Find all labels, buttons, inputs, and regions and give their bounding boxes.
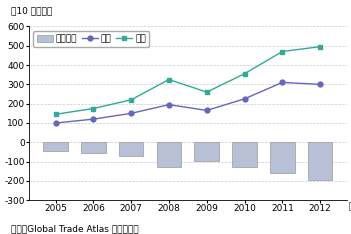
Text: （年）: （年） xyxy=(349,203,351,212)
Bar xyxy=(81,142,106,153)
Bar xyxy=(194,142,219,161)
Bar xyxy=(43,142,68,151)
Legend: 貿易収支, 輸出, 輸入: 貿易収支, 輸出, 輸入 xyxy=(33,31,150,47)
Bar xyxy=(119,142,144,156)
Text: 資料：Global Trade Atlas から作成。: 資料：Global Trade Atlas から作成。 xyxy=(11,224,138,233)
Bar xyxy=(308,142,332,180)
Text: （10 億ドル）: （10 億ドル） xyxy=(11,6,52,15)
Bar xyxy=(157,142,181,168)
Bar xyxy=(270,142,294,173)
Bar xyxy=(232,142,257,168)
